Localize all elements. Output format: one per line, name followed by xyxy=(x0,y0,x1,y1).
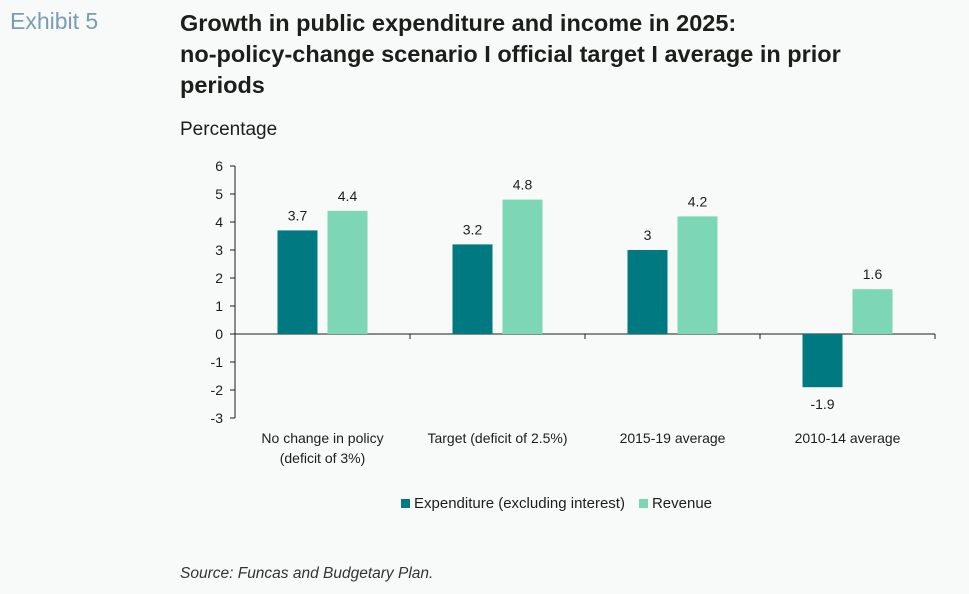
data-label: 4.8 xyxy=(513,177,533,193)
legend-swatch-expenditure xyxy=(401,499,410,508)
bar-expenditure xyxy=(802,334,843,388)
legend-label-revenue: Revenue xyxy=(651,495,712,512)
y-tick-label: -3 xyxy=(211,410,224,426)
x-category-label: Target (deficit of 2.5%) xyxy=(427,430,567,446)
bar-expenditure xyxy=(627,250,668,334)
chart-subtitle: Percentage xyxy=(180,119,278,140)
y-tick-label: -1 xyxy=(211,354,224,370)
bar-revenue xyxy=(677,216,718,334)
data-label: 4.2 xyxy=(688,193,708,209)
legend-item-revenue: Revenue xyxy=(638,495,712,512)
y-tick-label: 6 xyxy=(215,158,223,174)
exhibit-label: Exhibit 5 xyxy=(10,8,99,34)
bar-expenditure xyxy=(277,230,318,334)
data-label: -1.9 xyxy=(810,396,834,412)
data-label: 3.7 xyxy=(288,207,308,223)
x-category-label: 2010-14 average xyxy=(795,430,901,446)
bar-expenditure xyxy=(452,244,493,334)
legend-item-expenditure: Expenditure (excluding interest) xyxy=(401,495,625,512)
chart-title-line: no-policy-change scenario I official tar… xyxy=(180,41,841,67)
legend-swatch-revenue xyxy=(638,499,648,508)
x-category-label: (deficit of 3%) xyxy=(280,450,366,466)
x-category-label: No change in policy xyxy=(261,430,383,446)
y-tick-label: 3 xyxy=(215,242,223,258)
x-category-label: 2015-19 average xyxy=(620,430,726,446)
chart-title-line: Growth in public expenditure and income … xyxy=(180,10,737,36)
legend-label-expenditure: Expenditure (excluding interest) xyxy=(414,495,625,512)
data-label: 1.6 xyxy=(863,266,883,282)
y-tick-label: -2 xyxy=(211,382,224,398)
source-note: Source: Funcas and Budgetary Plan. xyxy=(180,565,434,582)
y-tick-label: 5 xyxy=(215,186,223,202)
bar-revenue xyxy=(327,210,368,334)
data-label: 3.2 xyxy=(463,221,483,237)
y-tick-label: 0 xyxy=(215,326,223,342)
chart-legend: Expenditure (excluding interest) Revenue xyxy=(401,495,726,512)
chart-title-line: periods xyxy=(180,72,265,98)
y-tick-label: 4 xyxy=(215,214,223,230)
data-label: 3 xyxy=(644,227,652,243)
bar-revenue xyxy=(852,289,893,334)
data-label: 4.4 xyxy=(338,188,358,204)
bar-revenue xyxy=(502,199,543,334)
y-tick-label: 1 xyxy=(215,298,223,314)
y-tick-label: 2 xyxy=(215,270,223,286)
chart-title: Growth in public expenditure and income … xyxy=(180,8,950,101)
